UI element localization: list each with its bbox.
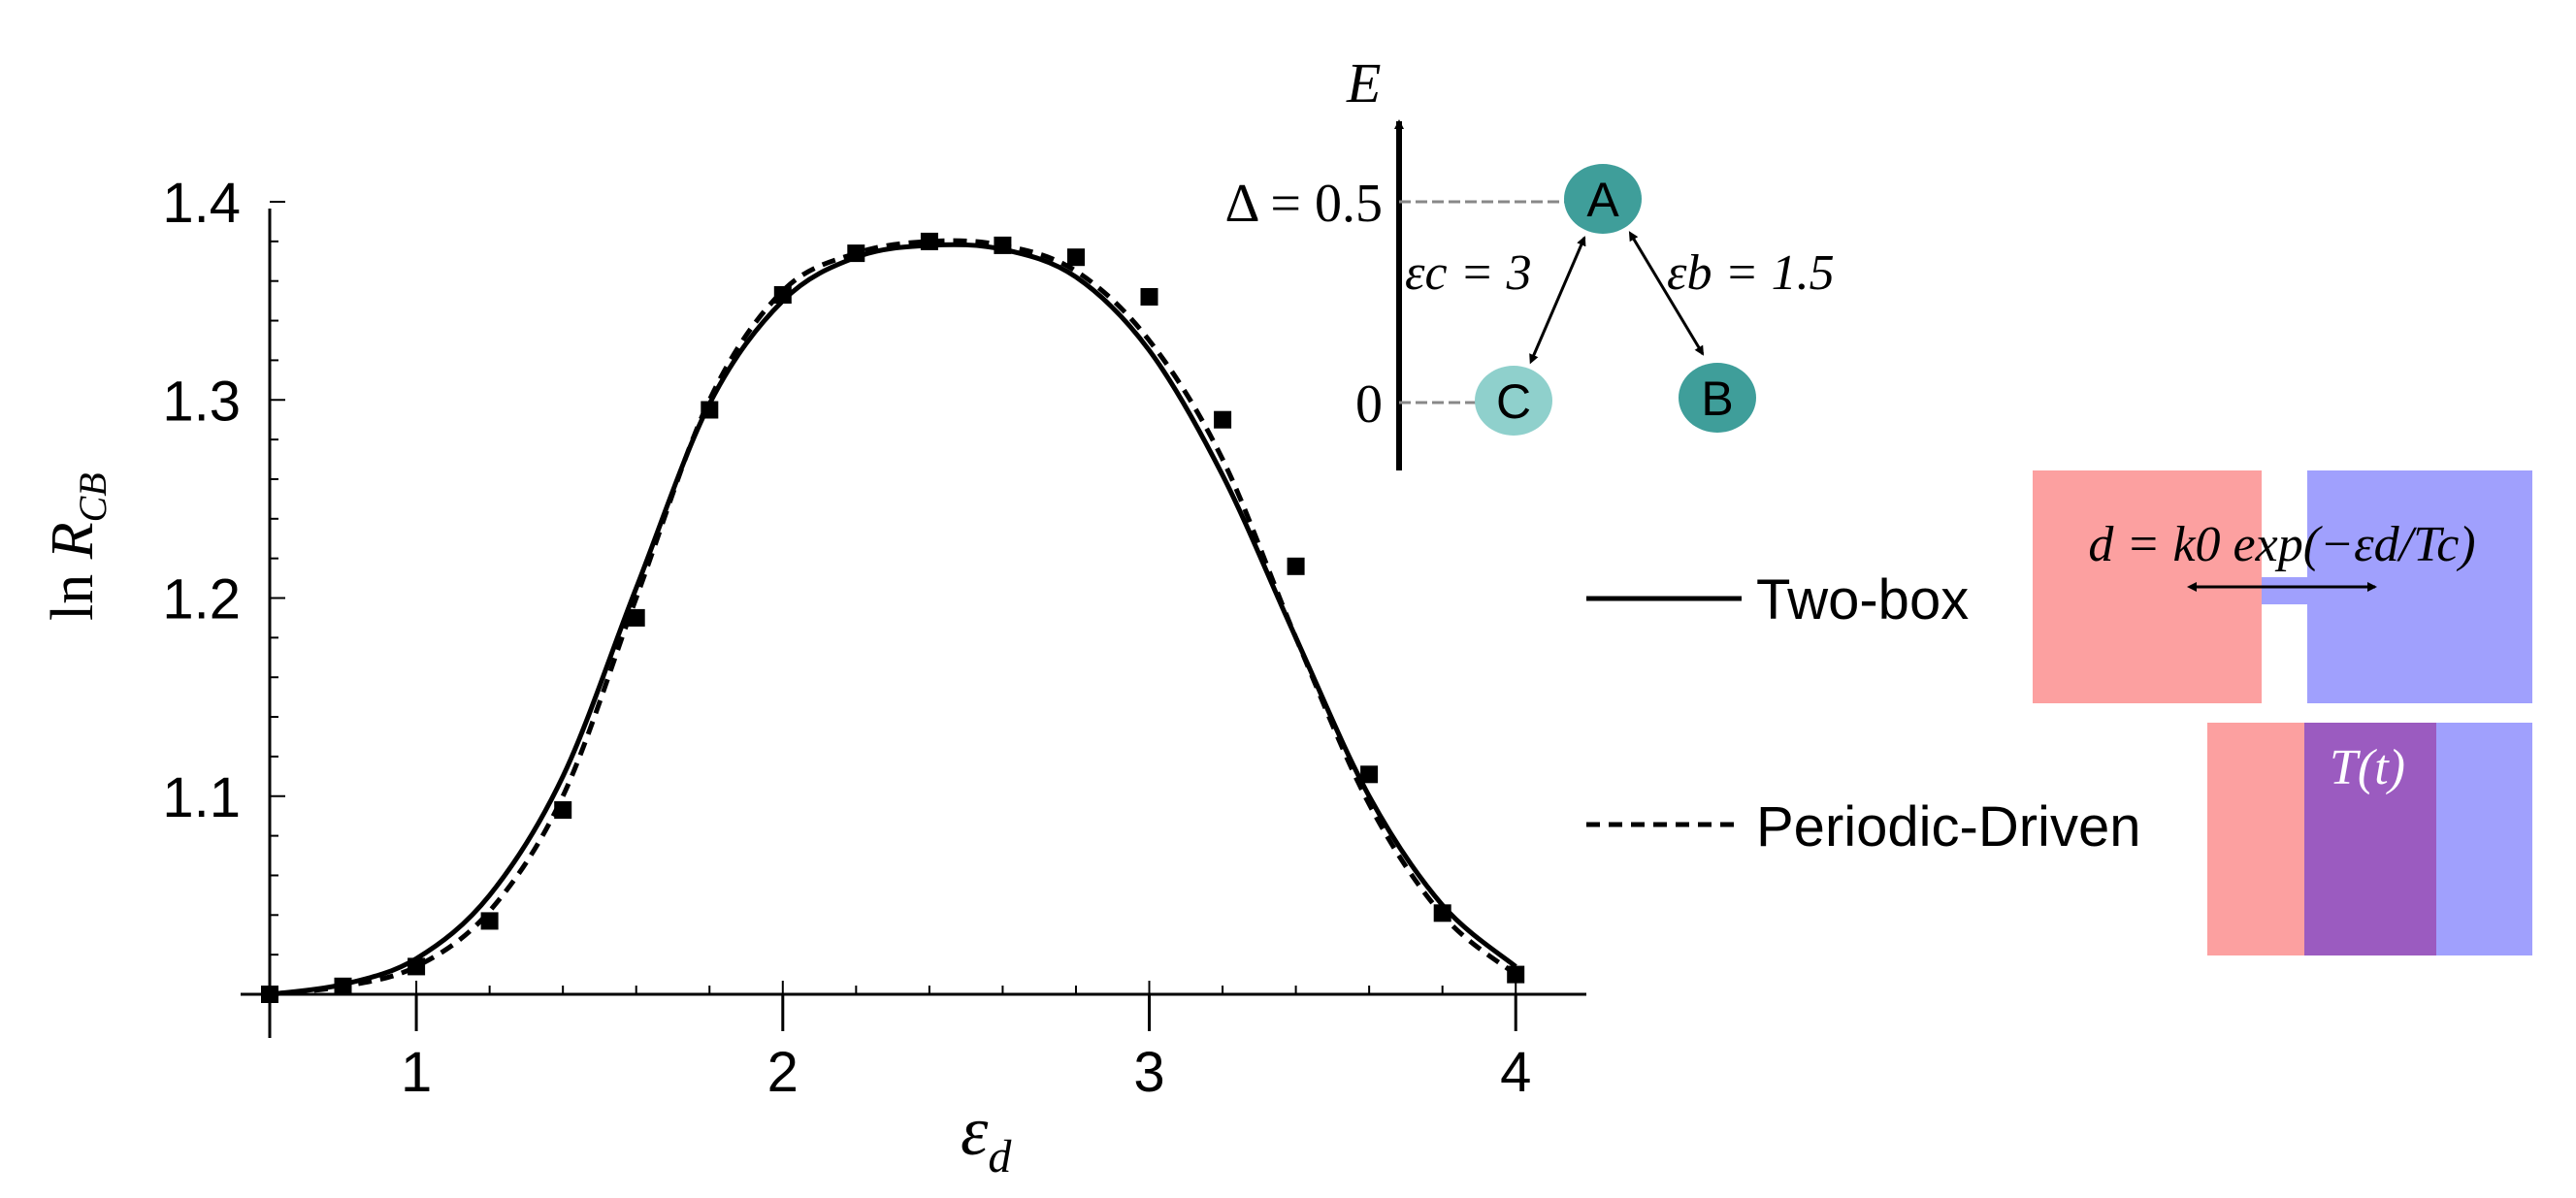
- data-marker: [334, 977, 352, 995]
- driven-label: T(t): [2330, 740, 2405, 795]
- periodic-driven-schematic: T(t): [2207, 723, 2532, 955]
- node-a-label: A: [1586, 173, 1619, 227]
- y-axis-label: ln RCB: [40, 472, 114, 621]
- data-marker: [701, 401, 719, 419]
- y-minor-ticks: [270, 201, 285, 995]
- edge-a-b-label: εb = 1.5: [1667, 245, 1835, 301]
- data-marker: [994, 236, 1012, 254]
- marker-series: [261, 232, 1525, 1003]
- two-box-curve: [269, 242, 1517, 997]
- x-tick-label: 4: [1500, 1041, 1531, 1104]
- x-minor-ticks: [269, 981, 1517, 1031]
- data-marker: [261, 986, 278, 1003]
- data-marker: [1140, 288, 1158, 306]
- x-tick-label: 2: [767, 1041, 799, 1104]
- driven-red: [2207, 723, 2304, 955]
- node-b: [1679, 363, 1756, 433]
- data-marker: [847, 244, 865, 263]
- data-marker: [1214, 410, 1232, 429]
- level-high-label: Δ = 0.5: [1224, 174, 1383, 234]
- node-c-label: C: [1496, 374, 1531, 429]
- y-tick-label: 1.2: [162, 568, 241, 631]
- data-marker: [480, 912, 499, 930]
- legend-label-periodic: Periodic-Driven: [1756, 795, 2140, 858]
- data-marker: [554, 801, 572, 819]
- y-tick-label: 1.4: [162, 172, 241, 235]
- y-tick-label: 1.1: [162, 766, 241, 829]
- energy-level-diagram: E Δ = 0.5 0 A C B εc = 3 εb = 1.5: [1224, 51, 1835, 470]
- two-box-schematic: d = k0 exp(−εd/Tc): [2033, 470, 2532, 703]
- x-tick-label: 3: [1133, 1041, 1164, 1104]
- data-marker: [1287, 557, 1305, 575]
- data-marker: [1067, 248, 1085, 267]
- legend-label-two-box: Two-box: [1756, 568, 1969, 631]
- data-marker: [1433, 904, 1451, 923]
- node-c: [1475, 366, 1552, 436]
- two-box-channel: [2262, 577, 2307, 604]
- data-marker: [1507, 965, 1525, 984]
- x-tick-labels: 1 2 3 4: [401, 1041, 1531, 1104]
- y-tick-labels: 1.1 1.2 1.3 1.4: [162, 172, 241, 829]
- edge-c-a: [1529, 236, 1586, 365]
- two-box-formula: d = k0 exp(−εd/Tc): [2088, 517, 2475, 572]
- node-a: [1564, 164, 1642, 234]
- plot-area: 1 2 3 4 1.1 1.2 1.3 1.4 ln RCB εd: [40, 172, 1586, 1182]
- periodic-driven-curve: [269, 238, 1517, 997]
- y-tick-label: 1.3: [162, 370, 241, 433]
- x-axis-label: εd: [961, 1092, 1012, 1182]
- data-marker: [1360, 765, 1379, 784]
- data-marker: [920, 232, 938, 250]
- x-tick-label: 1: [401, 1041, 432, 1104]
- edge-a-b: [1628, 231, 1705, 356]
- data-marker: [408, 957, 426, 976]
- edge-c-a-label: εc = 3: [1405, 245, 1532, 301]
- data-marker: [627, 608, 645, 627]
- level-low-label: 0: [1355, 374, 1383, 435]
- energy-axis-label: E: [1346, 51, 1381, 114]
- legend: Two-box Periodic-Driven: [1586, 568, 2140, 858]
- data-marker: [773, 286, 792, 304]
- driven-blue: [2436, 723, 2532, 955]
- node-b-label: B: [1701, 372, 1733, 426]
- driven-overlap: [2304, 723, 2436, 955]
